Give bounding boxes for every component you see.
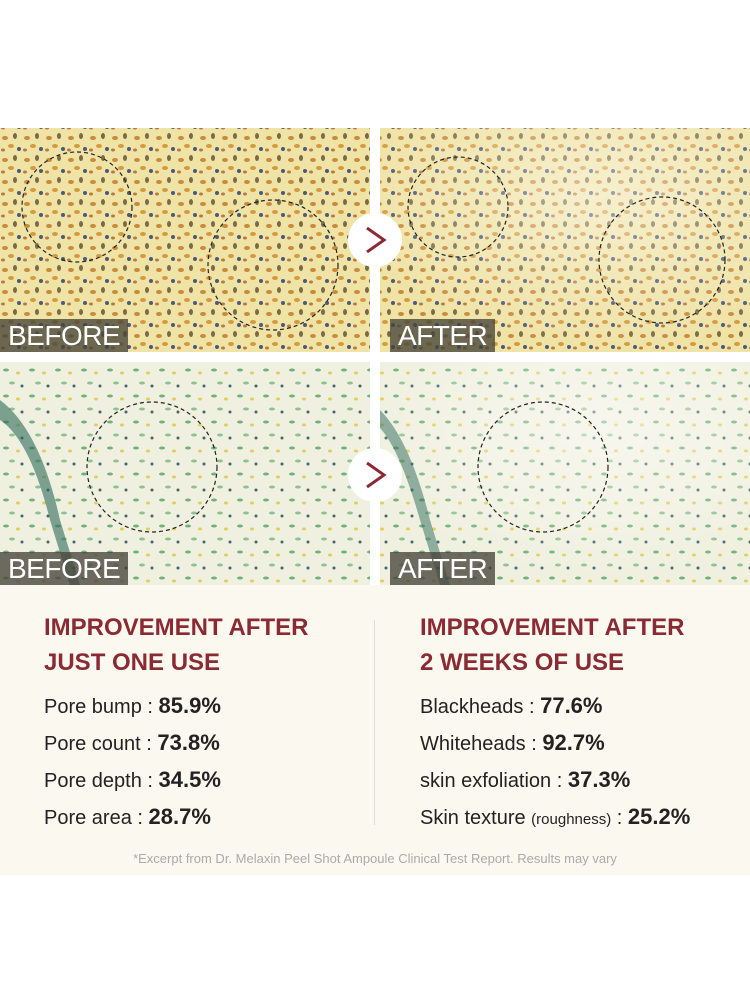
footnote: *Excerpt from Dr. Melaxin Peel Shot Ampo… [133, 851, 617, 866]
circles [21, 151, 726, 533]
stat-separator: : [147, 770, 153, 792]
focus-circle [21, 151, 133, 263]
stat-value: 92.7% [542, 730, 605, 755]
arrow [366, 226, 387, 254]
arrow-circle [348, 213, 402, 267]
after-label: AFTER [390, 552, 496, 585]
stats-panel: *Excerpt from Dr. Melaxin Peel Shot Ampo… [0, 585, 750, 875]
stat-label: Pore depth [44, 770, 142, 792]
focus-circle [477, 401, 609, 533]
stat-row: Whiteheads : 92.7% [420, 725, 690, 762]
stats-list: Pore bump : 85.9% Pore count : 73.8% Pore … [44, 688, 308, 836]
stat-label: Whiteheads [420, 733, 526, 755]
photo-glow [380, 128, 750, 352]
skin-fold [380, 410, 450, 585]
stat-note: (roughness) [531, 811, 612, 828]
stat-label: Pore bump [44, 696, 142, 718]
stat-value: 28.7% [148, 804, 211, 829]
stat-separator: : [137, 807, 143, 829]
heading-line: IMPROVEMENT AFTER [420, 614, 685, 641]
stat-separator: : [147, 696, 153, 718]
stat-row: Blackheads : 77.6% [420, 688, 690, 725]
arrow-circle [348, 448, 402, 502]
stat-row: Pore area : 28.7% [44, 799, 308, 836]
stat-value: 25.2% [627, 804, 691, 829]
heading-line: IMPROVEMENT AFTER [44, 614, 309, 641]
stat-row: Pore depth : 34.5% [44, 762, 308, 799]
before-photo [0, 128, 370, 352]
stats-column: IMPROVEMENT AFTER JUST ONE USE Pore bump :… [44, 610, 308, 836]
photo-glow [380, 362, 750, 585]
stat-label: Pore count [44, 733, 141, 755]
stat-separator: : [528, 696, 535, 718]
stat-row: Skin texture (roughness) : 25.2% [420, 799, 690, 838]
focus-circle [207, 199, 339, 331]
stat-value: 37.3% [567, 767, 631, 792]
stat-row: Pore bump : 85.9% [44, 688, 308, 725]
stat-value: 77.6% [540, 693, 603, 718]
stat-value: 85.9% [158, 693, 221, 718]
focus-circle [598, 196, 726, 324]
after-label: AFTER [390, 319, 496, 352]
stat-value: 34.5% [158, 767, 221, 792]
stats-list: Blackheads : 77.6% Whiteheads : 92.7% skin… [420, 688, 690, 838]
stat-separator: : [146, 733, 152, 755]
arrow [366, 461, 387, 489]
heading-line: JUST ONE USE [44, 649, 221, 676]
focus-circle [86, 401, 218, 533]
before-label: BEFORE [0, 319, 129, 352]
stat-row: Pore count : 73.8% [44, 725, 308, 762]
stat-label: Blackheads [420, 696, 524, 718]
stat-separator: : [531, 733, 537, 755]
stat-label: Skin texture [420, 807, 526, 829]
stat-separator: : [616, 807, 623, 829]
photos [0, 128, 750, 585]
separator-line [374, 620, 375, 825]
stat-label: Pore area [44, 807, 132, 829]
focus-circle [407, 156, 509, 258]
stat-value: 73.8% [157, 730, 220, 755]
stat-row: skin exfoliation : 37.3% [420, 762, 690, 799]
heading-line: 2 WEEKS OF USE [420, 649, 625, 676]
stat-separator: : [556, 770, 563, 792]
skin-fold [0, 400, 80, 585]
stat-label: skin exfoliation [420, 770, 552, 792]
before-label: BEFORE [0, 552, 129, 585]
stats-column: IMPROVEMENT AFTER 2 WEEKS OF USE Blackhead… [420, 610, 690, 838]
